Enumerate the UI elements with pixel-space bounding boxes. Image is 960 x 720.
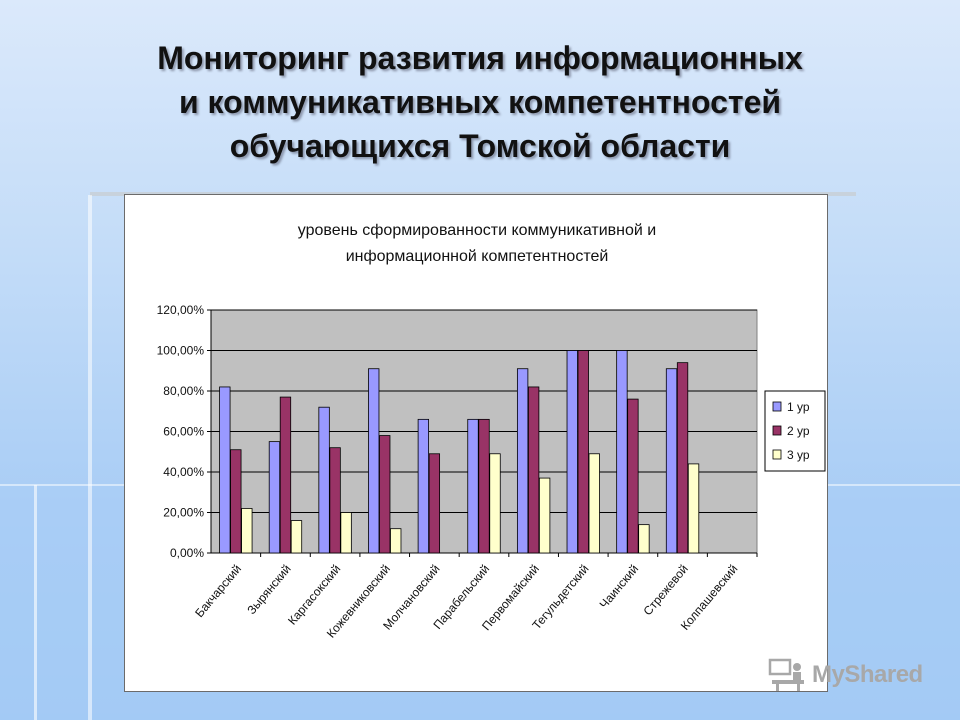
bar	[577, 350, 589, 554]
bar	[616, 350, 628, 554]
x-tick-label: Чаинский	[597, 562, 642, 611]
bar	[676, 362, 689, 554]
bar	[627, 398, 639, 554]
bar	[566, 350, 578, 554]
bar	[467, 418, 479, 554]
bar	[687, 463, 700, 554]
y-tick-label: 20,00%	[163, 506, 204, 520]
bar	[516, 368, 529, 554]
y-tick-label: 100,00%	[157, 344, 205, 358]
legend-swatch	[772, 449, 782, 460]
teacher-at-desk-icon	[768, 658, 804, 691]
bar	[241, 508, 253, 554]
bar	[329, 447, 341, 554]
bar	[538, 477, 551, 554]
legend-swatch	[772, 401, 782, 412]
decorative-left-line	[88, 195, 92, 720]
watermark-text: MyShared	[812, 661, 923, 688]
bar	[638, 524, 650, 554]
slide-title-line-3: обучающихся Томской области	[229, 128, 731, 164]
bar	[340, 512, 352, 554]
legend-swatch	[772, 425, 782, 436]
slide-title-line-2: и коммуникативных компетентностей	[178, 84, 782, 120]
bar	[478, 418, 490, 554]
bar	[219, 386, 231, 554]
bar	[230, 449, 242, 554]
y-tick-label: 60,00%	[163, 425, 204, 439]
legend-label: 3 ур	[787, 448, 810, 462]
y-tick-label: 0,00%	[170, 546, 204, 560]
slide-title: Мониторинг развития информационных и ком…	[20, 36, 940, 168]
x-tick-label: Стрежевой	[640, 562, 690, 618]
x-tick-label: Бакчарский	[192, 562, 244, 620]
chart-title-line-2: информационной компетентностей	[346, 248, 609, 265]
bar	[368, 368, 380, 554]
bar	[665, 368, 678, 554]
bar	[379, 435, 391, 554]
legend-label: 2 ур	[787, 424, 810, 438]
bar	[489, 453, 501, 554]
chart-container: уровень сформированности коммуникативной…	[124, 194, 828, 692]
bar	[318, 406, 330, 554]
bar	[527, 386, 540, 554]
bar	[268, 441, 281, 554]
watermark: MyShared	[768, 655, 923, 695]
bar-chart: уровень сформированности коммуникативной…	[157, 222, 826, 641]
bar	[279, 396, 292, 554]
bar	[428, 453, 441, 554]
y-tick-label: 80,00%	[163, 384, 204, 398]
chart-title-line-1: уровень сформированности коммуникативной…	[298, 222, 656, 239]
y-tick-label: 40,00%	[163, 465, 204, 479]
legend-label: 1 ур	[787, 400, 810, 414]
bar	[390, 528, 402, 554]
bar	[417, 418, 430, 554]
bar	[588, 453, 600, 554]
bar	[290, 520, 303, 554]
slide-title-line-1: Мониторинг развития информационных	[157, 40, 803, 76]
background-vertical-line	[34, 485, 37, 720]
x-tick-label: Зырянский	[244, 562, 293, 617]
y-tick-label: 120,00%	[157, 303, 205, 317]
